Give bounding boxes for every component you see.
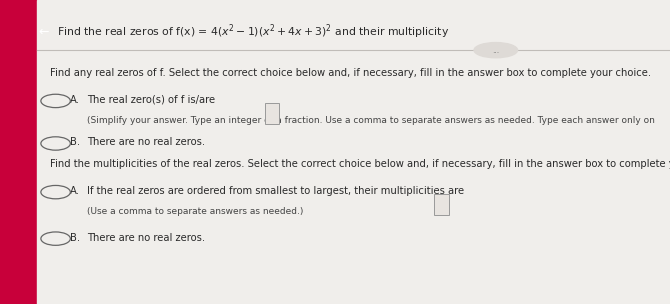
Bar — [265, 103, 279, 124]
Text: There are no real zeros.: There are no real zeros. — [87, 233, 205, 243]
Text: (Simplify your answer. Type an integer or a fraction. Use a comma to separate an: (Simplify your answer. Type an integer o… — [87, 116, 655, 125]
Text: There are no real zeros.: There are no real zeros. — [87, 137, 205, 147]
Text: Find any real zeros of f. Select the correct choice below and, if necessary, fil: Find any real zeros of f. Select the cor… — [50, 68, 651, 78]
Text: A.: A. — [70, 186, 80, 196]
Text: ...: ... — [492, 46, 499, 55]
Text: If the real zeros are ordered from smallest to largest, their multiplicities are: If the real zeros are ordered from small… — [87, 186, 464, 196]
Text: Find the real zeros of f(x) = 4$(x^2-1)(x^2+4x+3)^2$ and their multiplicity: Find the real zeros of f(x) = 4$(x^2-1)(… — [57, 22, 450, 41]
Bar — [434, 194, 449, 215]
Text: ←: ← — [38, 26, 49, 38]
Text: B.: B. — [70, 137, 80, 147]
Text: (Use a comma to separate answers as needed.): (Use a comma to separate answers as need… — [87, 207, 304, 216]
Ellipse shape — [474, 43, 518, 58]
Text: The real zero(s) of f is/are: The real zero(s) of f is/are — [87, 95, 215, 105]
Text: B.: B. — [70, 233, 80, 243]
Text: Find the multiplicities of the real zeros. Select the correct choice below and, : Find the multiplicities of the real zero… — [50, 159, 670, 169]
Text: A.: A. — [70, 95, 80, 105]
